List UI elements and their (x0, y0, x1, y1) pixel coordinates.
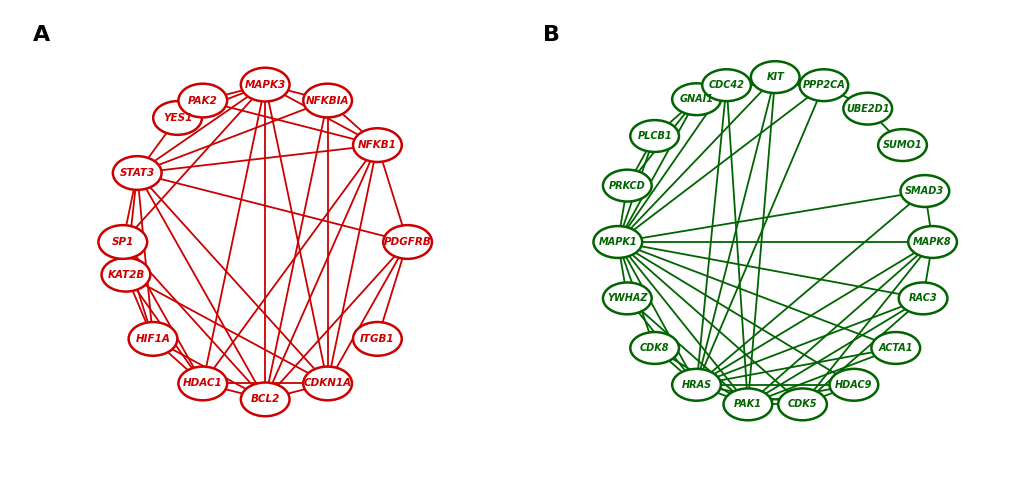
Text: ITGB1: ITGB1 (360, 334, 394, 344)
Ellipse shape (828, 369, 877, 401)
Text: KIT: KIT (765, 72, 784, 82)
Ellipse shape (630, 332, 679, 364)
Text: SUMO1: SUMO1 (881, 140, 921, 150)
Text: CDC42: CDC42 (708, 80, 744, 90)
Text: PAK1: PAK1 (733, 399, 761, 409)
Ellipse shape (602, 283, 651, 314)
Text: MAPK1: MAPK1 (598, 237, 637, 247)
Ellipse shape (630, 120, 679, 152)
Ellipse shape (898, 283, 947, 314)
Ellipse shape (900, 175, 949, 207)
Text: NFKB1: NFKB1 (358, 140, 396, 150)
Text: BCL2: BCL2 (251, 394, 279, 404)
Text: PLCB1: PLCB1 (637, 131, 672, 141)
Text: NFKBIA: NFKBIA (306, 95, 350, 106)
Text: CDK5: CDK5 (787, 399, 816, 409)
Text: SP1: SP1 (111, 237, 133, 247)
Ellipse shape (240, 382, 289, 416)
Ellipse shape (303, 366, 352, 400)
Ellipse shape (178, 366, 227, 400)
Text: CDK8: CDK8 (639, 343, 668, 353)
Text: SMAD3: SMAD3 (905, 186, 944, 196)
Text: HDAC9: HDAC9 (835, 380, 871, 390)
Text: HDAC1: HDAC1 (182, 378, 222, 389)
Text: MAPK8: MAPK8 (912, 237, 951, 247)
Text: A: A (33, 25, 50, 45)
Ellipse shape (593, 226, 642, 258)
Ellipse shape (353, 322, 401, 356)
Ellipse shape (99, 225, 147, 259)
Text: YWHAZ: YWHAZ (606, 293, 647, 303)
Ellipse shape (113, 156, 161, 190)
Ellipse shape (722, 389, 771, 420)
Ellipse shape (877, 129, 926, 161)
Ellipse shape (102, 258, 150, 291)
Ellipse shape (602, 170, 651, 201)
Text: UBE2D1: UBE2D1 (845, 104, 889, 114)
Ellipse shape (178, 84, 227, 118)
Ellipse shape (128, 322, 177, 356)
Text: PDGFRB: PDGFRB (383, 237, 431, 247)
Text: B: B (542, 25, 559, 45)
Ellipse shape (870, 332, 919, 364)
Text: PAK2: PAK2 (187, 95, 217, 106)
Ellipse shape (750, 61, 799, 93)
Text: PPP2CA: PPP2CA (802, 80, 845, 90)
Ellipse shape (383, 225, 431, 259)
Text: STAT3: STAT3 (119, 168, 155, 178)
Ellipse shape (907, 226, 956, 258)
Ellipse shape (672, 369, 720, 401)
Ellipse shape (799, 69, 848, 101)
Ellipse shape (672, 83, 720, 115)
Ellipse shape (303, 84, 352, 118)
Text: PRKCD: PRKCD (608, 181, 645, 191)
Ellipse shape (777, 389, 826, 420)
Text: YES1: YES1 (163, 113, 192, 123)
Ellipse shape (353, 128, 401, 162)
Ellipse shape (153, 101, 202, 135)
Ellipse shape (240, 68, 289, 102)
Text: HRAS: HRAS (681, 380, 711, 390)
Text: MAPK3: MAPK3 (245, 80, 285, 90)
Ellipse shape (843, 93, 892, 124)
Ellipse shape (701, 69, 750, 101)
Text: CDKN1A: CDKN1A (304, 378, 352, 389)
Text: HIF1A: HIF1A (136, 334, 170, 344)
Text: ACTA1: ACTA1 (877, 343, 912, 353)
Text: RAC3: RAC3 (908, 293, 936, 303)
Text: KAT2B: KAT2B (107, 270, 145, 280)
Text: GNAI1: GNAI1 (679, 94, 713, 104)
